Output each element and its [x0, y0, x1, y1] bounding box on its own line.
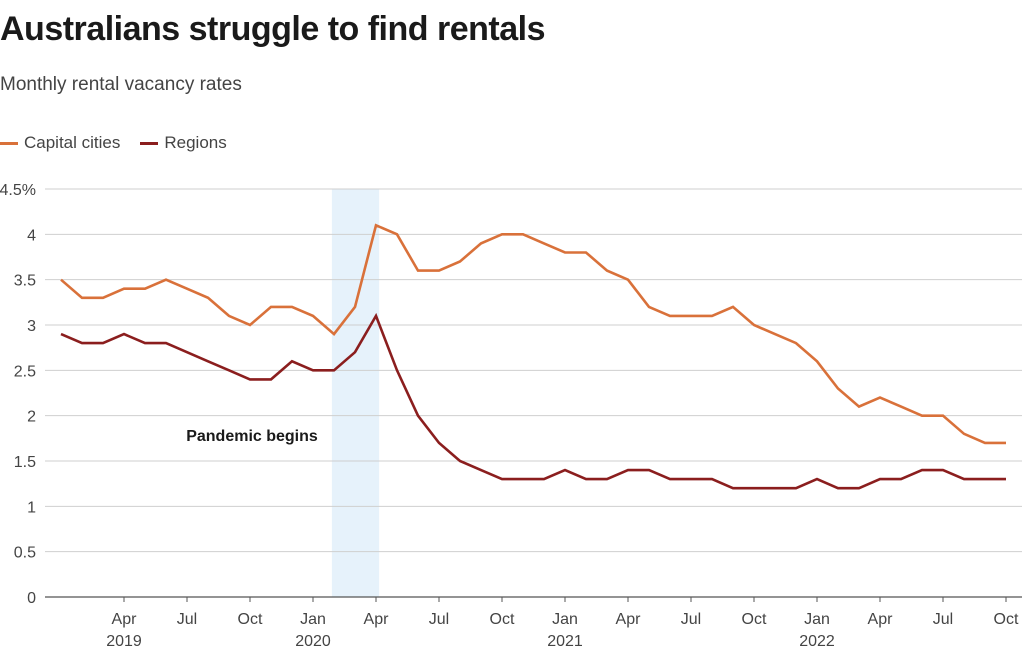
x-tick-label-month: Jan	[804, 611, 830, 628]
y-tick-label: 4.5%	[0, 182, 36, 199]
y-tick-label: 2	[27, 409, 36, 426]
y-tick-label: 1	[27, 499, 36, 516]
series-line-capital-cities	[60, 223, 1006, 445]
y-tick-label: 0	[27, 590, 36, 607]
chart-subtitle: Monthly rental vacancy rates	[0, 74, 242, 95]
x-tick-label-year: 2020	[295, 633, 331, 649]
x-tick-label-month: Oct	[490, 611, 515, 628]
x-tick-label-year: 2021	[547, 633, 583, 649]
x-tick-label-year: 2022	[799, 633, 835, 649]
x-tick-label-month: Oct	[238, 611, 263, 628]
y-tick-label: 3.5	[14, 273, 36, 290]
x-tick-label-year: 2019	[106, 633, 142, 649]
x-tick-label-month: Apr	[868, 611, 894, 628]
series-line-regions	[60, 312, 1006, 490]
legend-swatch-regions	[140, 141, 159, 145]
x-tick-label-month: Jul	[177, 611, 197, 628]
x-tick-label-month: Apr	[112, 611, 138, 628]
x-tick-label-month: Jul	[429, 611, 449, 628]
y-tick-label: 0.5	[14, 545, 36, 562]
y-tick-label: 1.5	[14, 454, 36, 471]
y-tick-label: 2.5	[14, 363, 36, 380]
x-tick-label-month: Oct	[742, 611, 767, 628]
x-tick-label-month: Jul	[933, 611, 953, 628]
pandemic-shaded-band	[331, 189, 380, 597]
x-tick-label-month: Jul	[681, 611, 701, 628]
x-tick-label-month: Jan	[300, 611, 326, 628]
legend-item-regions: Regions	[140, 133, 227, 153]
chart-title: Australians struggle to find rentals	[0, 10, 545, 48]
x-tick-label-month: Jan	[552, 611, 578, 628]
legend-item-capital-cities: Capital cities	[0, 133, 120, 153]
legend-label-capital-cities: Capital cities	[24, 133, 121, 152]
y-tick-label: 3	[27, 318, 36, 335]
pandemic-annotation-label: Pandemic begins	[186, 428, 318, 445]
y-tick-label: 4	[27, 227, 36, 244]
x-tick-label-month: Oct	[994, 611, 1019, 628]
legend-swatch-capital-cities	[0, 141, 18, 145]
x-tick-label-month: Apr	[616, 611, 642, 628]
legend-label-regions: Regions	[164, 133, 227, 152]
x-tick-label-month: Apr	[364, 611, 390, 628]
legend: Capital cities Regions	[0, 132, 247, 154]
